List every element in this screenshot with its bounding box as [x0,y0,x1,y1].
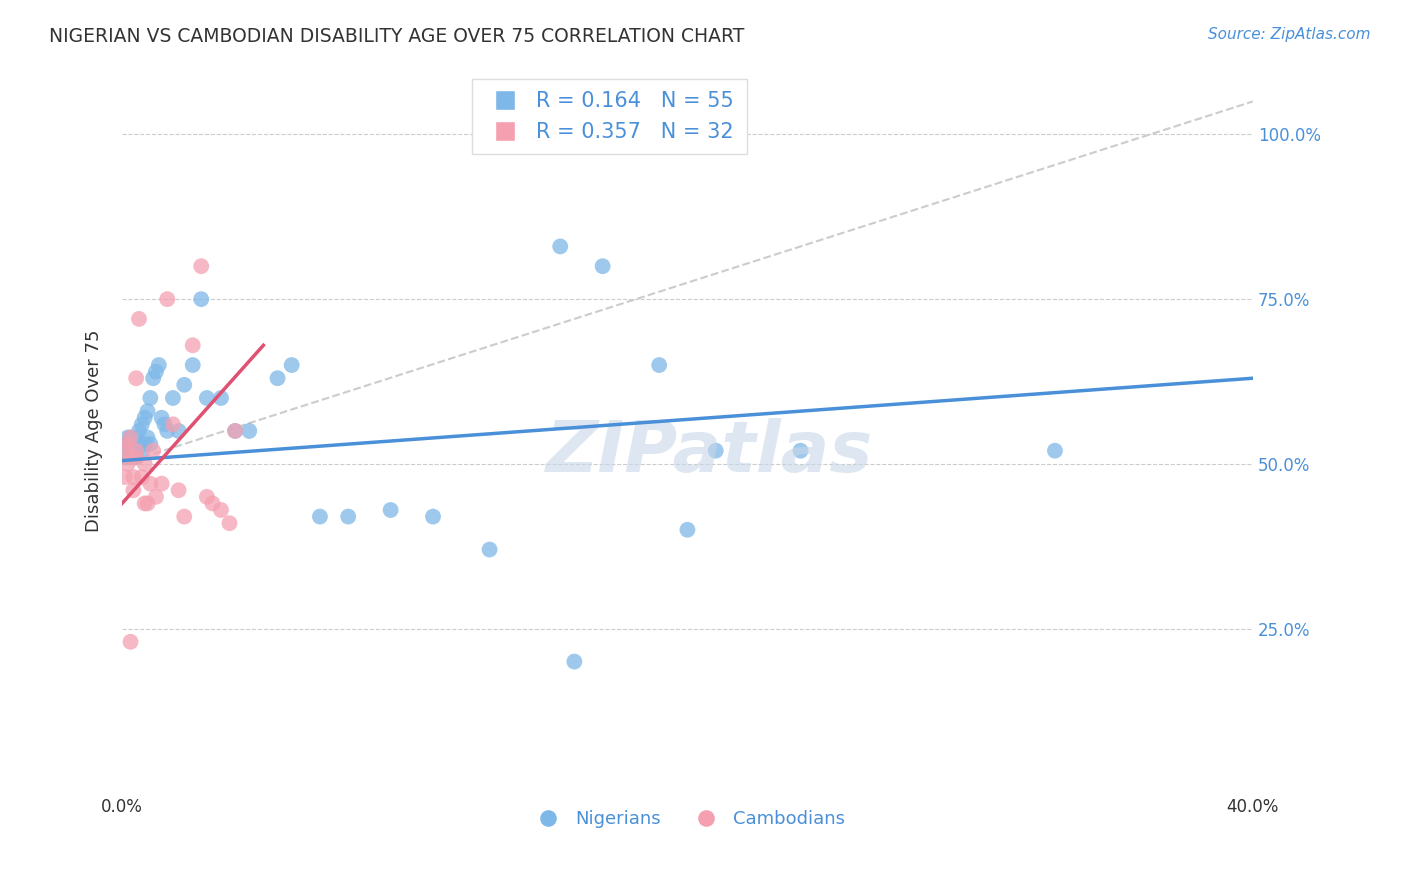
Point [280,358,302,372]
Point [309,509,332,524]
Text: NIGERIAN VS CAMBODIAN DISABILITY AGE OVER 75 CORRELATION CHART: NIGERIAN VS CAMBODIAN DISABILITY AGE OVE… [49,27,745,45]
Point [136,496,159,510]
Point [120,430,142,444]
Point [114,443,136,458]
Point [122,450,145,465]
Point [125,450,148,465]
Text: ZIPatlas: ZIPatlas [547,418,873,487]
Point [122,437,145,451]
Point [120,437,142,451]
Point [150,410,173,425]
Point [122,470,145,484]
Point [120,634,142,648]
Point [181,338,204,352]
Point [131,443,153,458]
Point [167,483,190,498]
Point [136,430,159,444]
Point [114,437,136,451]
Point [337,509,360,524]
Point [548,239,571,253]
Point [224,424,246,438]
Point [195,391,218,405]
Point [173,509,195,524]
Point [789,443,811,458]
Point [564,655,586,669]
Y-axis label: Disability Age Over 75: Disability Age Over 75 [86,330,103,533]
Point [120,450,142,465]
Point [139,391,162,405]
Point [122,483,145,498]
Point [478,542,501,557]
Point [422,509,444,524]
Point [156,292,179,306]
Point [162,391,184,405]
Point [190,292,212,306]
Point [139,476,162,491]
Point [117,450,139,465]
Point [122,443,145,458]
Point [648,358,671,372]
Point [704,443,727,458]
Point [224,424,246,438]
Point [142,371,165,385]
Point [209,503,232,517]
Point [676,523,699,537]
Point [173,377,195,392]
Point [162,417,184,432]
Point [148,358,170,372]
Point [125,443,148,458]
Point [114,470,136,484]
Point [134,496,156,510]
Point [1043,443,1066,458]
Point [120,430,142,444]
Point [114,450,136,465]
Point [592,259,614,273]
Point [209,391,232,405]
Point [181,358,204,372]
Point [218,516,240,531]
Legend: Nigerians, Cambodians: Nigerians, Cambodians [523,803,852,835]
Point [114,443,136,458]
Point [142,443,165,458]
Point [266,371,288,385]
Point [145,365,167,379]
Point [153,417,176,432]
Point [136,404,159,418]
Point [145,490,167,504]
Point [134,437,156,451]
Point [125,450,148,465]
Point [156,424,179,438]
Point [134,457,156,471]
Point [380,503,402,517]
Point [190,259,212,273]
Point [117,437,139,451]
Point [125,430,148,444]
Point [128,437,150,451]
Text: Source: ZipAtlas.com: Source: ZipAtlas.com [1208,27,1371,42]
Point [238,424,260,438]
Point [195,490,218,504]
Point [139,437,162,451]
Point [131,417,153,432]
Point [128,424,150,438]
Point [117,457,139,471]
Point [201,496,224,510]
Point [117,443,139,458]
Point [128,312,150,326]
Point [167,424,190,438]
Point [117,430,139,444]
Point [125,443,148,458]
Point [125,371,148,385]
Point [131,470,153,484]
Point [120,443,142,458]
Point [150,476,173,491]
Point [134,410,156,425]
